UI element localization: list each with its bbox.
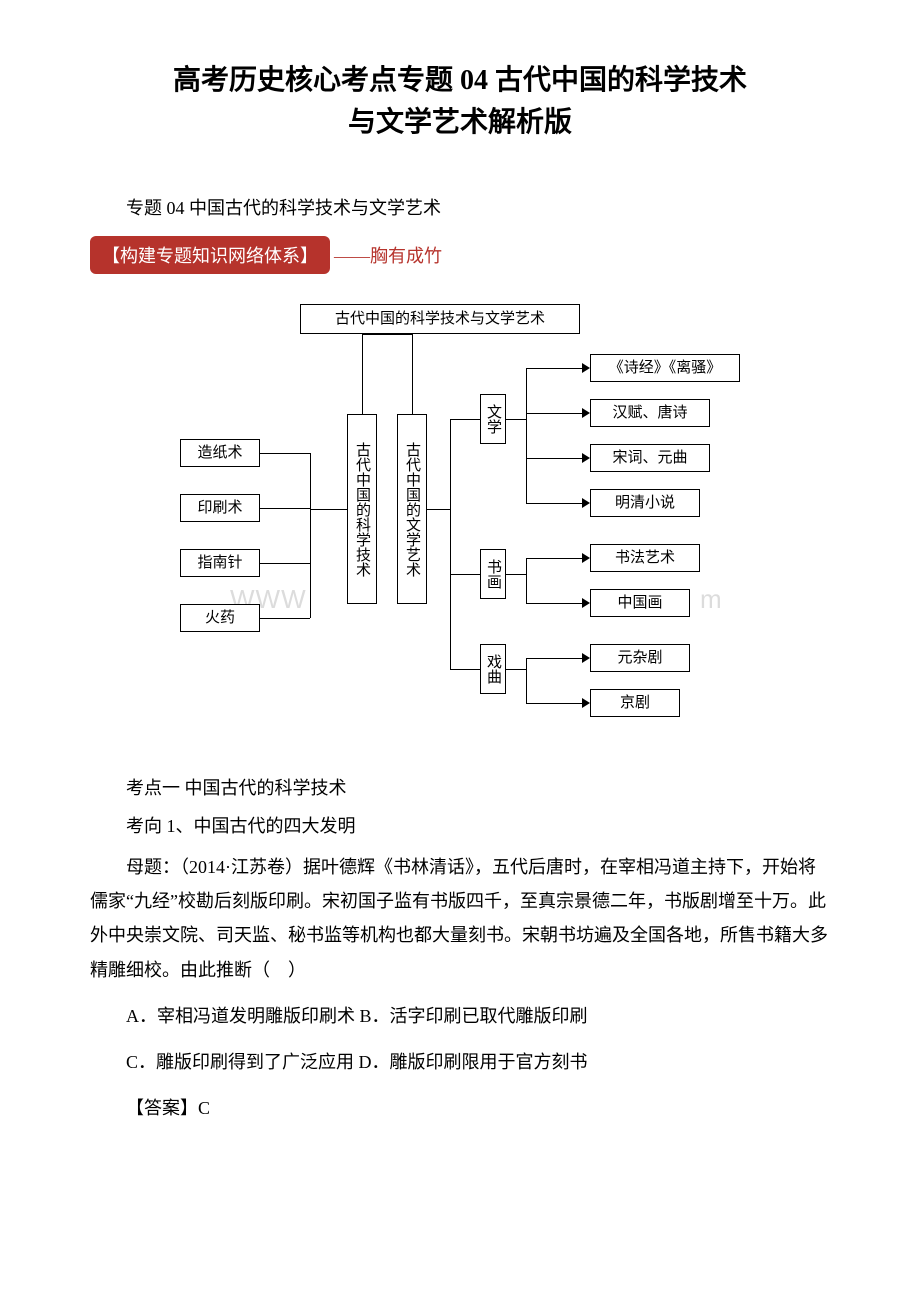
options-ab: A．宰相冯道发明雕版印刷术 B．活字印刷已取代雕版印刷 xyxy=(90,999,830,1033)
concept-diagram: WWW m 古代中国的科学技术与文学艺术 古代中国的科学技术 古代中国的文学艺术… xyxy=(90,294,830,744)
node-xiqu-1: 京剧 xyxy=(590,689,680,717)
muti-paragraph: 母题：（2014·江苏卷）据叶德辉《书林清话》，五代后唐时，在宰相冯道主持下，开… xyxy=(90,850,830,987)
kaodian-heading: 考点一 中国古代的科学技术 xyxy=(90,774,830,800)
node-left-0: 造纸术 xyxy=(180,439,260,467)
node-cat-xiqu: 戏曲 xyxy=(480,644,506,694)
watermark-text-2: m xyxy=(700,584,723,615)
options-cd: C．雕版印刷得到了广泛应用 D．雕版印刷限用于官方刻书 xyxy=(90,1045,830,1079)
node-cat-shuhua: 书画 xyxy=(480,549,506,599)
answer-line: 【答案】C xyxy=(90,1091,830,1125)
title-line-2: 与文学艺术解析版 xyxy=(90,102,830,144)
node-mid-right: 古代中国的文学艺术 xyxy=(397,414,427,604)
kaoxiang-heading: 考向 1、中国古代的四大发明 xyxy=(90,812,830,838)
node-cat-wenxue: 文学 xyxy=(480,394,506,444)
node-left-3: 火药 xyxy=(180,604,260,632)
node-left-2: 指南针 xyxy=(180,549,260,577)
node-root: 古代中国的科学技术与文学艺术 xyxy=(300,304,580,334)
section-banner: 【构建专题知识网络体系】 ——胸有成竹 xyxy=(90,236,830,274)
page-title: 高考历史核心考点专题 04 古代中国的科学技术 与文学艺术解析版 xyxy=(90,60,830,144)
title-line-1: 高考历史核心考点专题 04 古代中国的科学技术 xyxy=(90,60,830,102)
node-mid-left: 古代中国的科学技术 xyxy=(347,414,377,604)
banner-main-text: 【构建专题知识网络体系】 xyxy=(90,236,330,274)
node-wenxue-3: 明清小说 xyxy=(590,489,700,517)
node-wenxue-2: 宋词、元曲 xyxy=(590,444,710,472)
node-wenxue-1: 汉赋、唐诗 xyxy=(590,399,710,427)
node-left-1: 印刷术 xyxy=(180,494,260,522)
node-wenxue-0: 《诗经》《离骚》 xyxy=(590,354,740,382)
node-shuhua-1: 中国画 xyxy=(590,589,690,617)
node-shuhua-0: 书法艺术 xyxy=(590,544,700,572)
topic-subtitle: 专题 04 中国古代的科学技术与文学艺术 xyxy=(90,194,830,220)
node-xiqu-0: 元杂剧 xyxy=(590,644,690,672)
banner-tail-text: ——胸有成竹 xyxy=(334,242,442,268)
